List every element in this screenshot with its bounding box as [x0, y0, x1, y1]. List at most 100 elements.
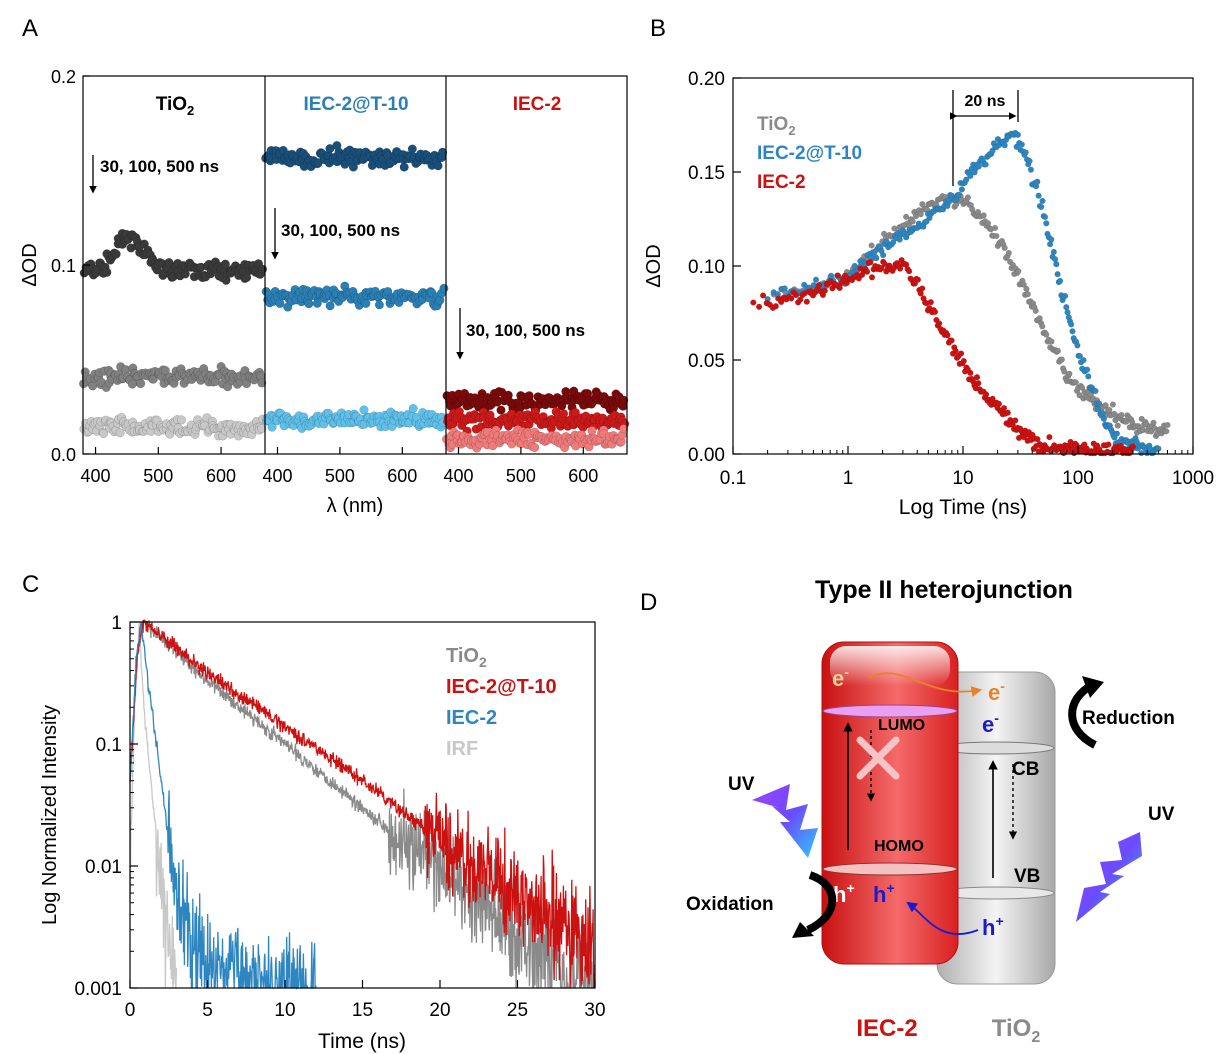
panel-c-xtick-label: 5 [202, 1000, 213, 1021]
panel-b-point [878, 265, 885, 272]
tio2-electron: e- [982, 710, 999, 737]
panel-a-seg2-title: IEC-2@T-10 [303, 94, 408, 115]
panel-a-data-points [79, 141, 630, 453]
panel-a-seg2-series-3 [262, 403, 448, 433]
panel-b-point [1039, 197, 1046, 205]
panel-b-point [1056, 277, 1064, 285]
panel-a-xtick-label: 500 [325, 466, 355, 486]
panel-a-seg3-series-1 [442, 386, 629, 416]
panel-a-axes: 400 500 600 400 500 600 400 500 600 0.0 0.1 0.2 [51, 67, 598, 486]
panel-a-seg3-annotation: 30, 100, 500 ns [466, 321, 585, 340]
panel-b-point [1113, 430, 1121, 437]
panel-b-point [863, 268, 871, 275]
panel-b-point [1064, 309, 1071, 316]
panel-b-point [788, 295, 795, 302]
panel-b-point [867, 259, 874, 266]
panel-b-point [750, 299, 757, 306]
panel-a-point [88, 381, 98, 391]
electron-transfer-arrow [867, 672, 983, 697]
panel-a-seg2-series-1 [261, 141, 448, 172]
panel-b-point [1005, 249, 1012, 257]
oxidation-arrow [806, 871, 837, 934]
panel-b-xlabel: Log Time (ns) [899, 496, 1027, 519]
panel-b-point [1099, 410, 1106, 417]
panel-a-xtick-label: 600 [206, 466, 236, 486]
panel-b-point [982, 391, 990, 398]
blocked-cross-icon [856, 736, 900, 780]
panel-b-point [834, 272, 842, 279]
panel-c-xtick-label: 20 [429, 1000, 450, 1021]
panel-letter-d: D [640, 589, 657, 616]
panel-b-point [821, 287, 828, 294]
panel-b-ytick-label: 0.15 [688, 163, 725, 184]
panel-a-ytick-label: 0.1 [51, 256, 76, 276]
panel-a-point [102, 267, 112, 277]
panel-a-point [223, 382, 233, 392]
lumo-level [822, 704, 958, 718]
panel-c-ytick-label: 0.01 [85, 857, 122, 878]
panel-c-ytick-label: 0.1 [96, 735, 122, 756]
panel-b-point [914, 276, 922, 283]
panel-b-point [1163, 428, 1170, 435]
panel-b-point [957, 350, 965, 357]
panel-b-point [973, 374, 981, 381]
panel-a-point [348, 162, 358, 172]
panel-a-seg1-series-1 [79, 228, 268, 285]
panel-a-xtick-label: 600 [568, 466, 598, 486]
panel-b-legend-entry: TiO2 [757, 114, 796, 138]
panel-b-point [778, 298, 785, 306]
panel-a-point [312, 298, 322, 308]
hole-transfer-arrow [906, 901, 979, 936]
panel-a-ytick-label: 0.2 [51, 67, 76, 87]
panel-b-point [975, 380, 982, 387]
panel-b-point [1038, 203, 1045, 211]
panel-c-ytick-label: 0.001 [74, 979, 122, 1000]
panel-b-point [967, 172, 974, 180]
uv-right-bolt-icon [1076, 832, 1142, 922]
panel-b-point [975, 163, 982, 170]
panel-b-point [1102, 402, 1109, 409]
panel-b-point [1024, 291, 1031, 298]
panel-b-point [936, 320, 943, 327]
panel-b-point [1027, 166, 1035, 173]
panel-b-point [1094, 406, 1102, 413]
panel-c-xtick-label: 25 [507, 1000, 528, 1021]
panel-b-point [960, 357, 967, 365]
panel-b-point [948, 337, 955, 344]
panel-b-point [1118, 411, 1125, 419]
iec2-electron: e- [832, 664, 849, 691]
panel-b-point [1072, 379, 1079, 386]
panel-a-point [136, 379, 146, 389]
reduction-arrow [1068, 681, 1097, 749]
panel-a-point [399, 162, 409, 172]
panel-b-point [1014, 131, 1022, 138]
panel-b-xtick-label: 1000 [1172, 468, 1214, 489]
panel-b-point [896, 265, 904, 272]
panel-b-point [991, 224, 999, 232]
panel-a-seg2-series-2 [261, 281, 449, 312]
panel-b-point [1001, 244, 1008, 252]
panel-a-point [257, 378, 267, 388]
panel-b-point [944, 332, 951, 339]
panel-a-point [164, 258, 174, 268]
panel-b-point [1054, 271, 1061, 278]
panel-b-ytick-label: 0.00 [688, 445, 725, 466]
panel-a-seg1-series-3 [79, 412, 268, 441]
panel-letter-a: A [22, 15, 38, 42]
panel-b-point [781, 285, 788, 292]
panel-a-xtick-label: 600 [387, 466, 417, 486]
panel-a-point [242, 272, 252, 283]
iec2-hole: h+ [833, 880, 855, 907]
panel-a-ylabel: ΔOD [19, 243, 41, 286]
panel-b-point [815, 282, 823, 289]
panel-b-point [1048, 338, 1055, 345]
vb-label: VB [1014, 866, 1040, 887]
panel-b-point [1074, 342, 1081, 349]
panel-a-point [111, 249, 121, 259]
panel-b-legend-entry: IEC-2 [757, 172, 806, 193]
panel-c-legend: TiO2 IEC-2@T-10 IEC-2 IRF [446, 645, 557, 760]
panel-b-point [1043, 331, 1050, 338]
panel-b-point [967, 369, 974, 377]
panel-a-point [408, 403, 418, 414]
